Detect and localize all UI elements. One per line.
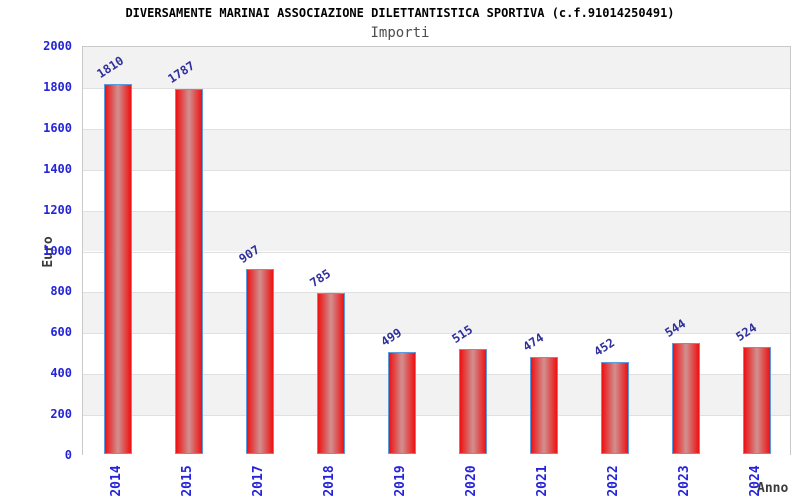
gridline: [83, 251, 790, 253]
x-tick-2021: 2021: [534, 465, 550, 497]
y-tick-200: 200: [50, 407, 72, 422]
x-tick-2014: 2014: [109, 465, 125, 497]
y-tick-800: 800: [50, 284, 72, 299]
bar-2022: [600, 361, 629, 454]
x-tick-2022: 2022: [605, 465, 621, 497]
gridline: [83, 87, 790, 89]
bar-2014: [104, 83, 133, 454]
gridline: [83, 374, 790, 376]
y-tick-600: 600: [50, 325, 72, 340]
y-tick-1600: 1600: [43, 120, 72, 135]
bar-2015: [175, 88, 204, 454]
x-tick-2024: 2024: [747, 465, 763, 497]
plot-area: [82, 46, 791, 456]
bar-2024: [742, 346, 771, 454]
gridline: [83, 169, 790, 171]
x-tick-2020: 2020: [463, 465, 479, 497]
y-tick-1400: 1400: [43, 161, 72, 176]
bar-2018: [317, 293, 346, 454]
bar-2020: [458, 348, 487, 454]
x-tick-2019: 2019: [393, 465, 409, 497]
x-axis-title: Anno: [757, 481, 789, 496]
y-tick-1000: 1000: [43, 243, 72, 258]
bar-2019: [388, 351, 417, 454]
y-tick-400: 400: [50, 366, 72, 381]
gridline: [83, 128, 790, 130]
gridline: [83, 333, 790, 335]
y-tick-1200: 1200: [43, 202, 72, 217]
y-tick-1800: 1800: [43, 79, 72, 94]
x-tick-2023: 2023: [676, 465, 692, 497]
x-tick-2018: 2018: [322, 465, 338, 497]
plot-band: [83, 47, 790, 88]
x-tick-2017: 2017: [251, 465, 267, 497]
gridline: [83, 292, 790, 294]
chart-title: DIVERSAMENTE MARINAI ASSOCIAZIONE DILETT…: [125, 6, 675, 20]
y-tick-0: 0: [64, 448, 72, 462]
bar-2021: [529, 357, 558, 454]
gridline: [83, 415, 790, 417]
gridline: [83, 210, 790, 212]
bar-2017: [246, 268, 275, 454]
x-tick-2015: 2015: [180, 465, 196, 497]
bar-2023: [671, 342, 700, 454]
y-tick-2000: 2000: [43, 39, 72, 53]
chart-subtitle: Importi: [370, 25, 430, 41]
